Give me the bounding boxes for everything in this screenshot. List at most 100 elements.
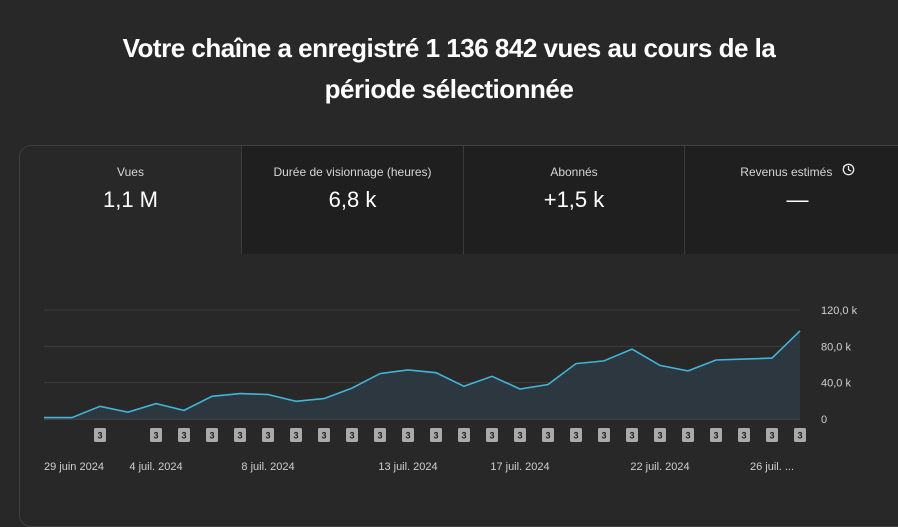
annotation-badge-label: 3	[517, 431, 522, 441]
annotation-badge-label: 3	[349, 431, 354, 441]
annotation-badge-box	[290, 428, 302, 442]
annotation-badge-box	[710, 428, 722, 442]
annotation-badge[interactable]: 3	[206, 428, 218, 442]
annotation-badge[interactable]: 3	[654, 428, 666, 442]
annotation-badge-box	[234, 428, 246, 442]
data-point	[546, 382, 550, 386]
annotation-badge-box	[682, 428, 694, 442]
annotation-badge[interactable]: 3	[710, 428, 722, 442]
clock-icon[interactable]	[842, 163, 855, 179]
annotation-badge[interactable]: 3	[430, 428, 442, 442]
annotation-badge[interactable]: 3	[570, 428, 582, 442]
annotation-badge[interactable]: 3	[682, 428, 694, 442]
x-tick-label: 22 juil. 2024	[630, 461, 689, 473]
annotation-badge-label: 3	[461, 431, 466, 441]
annotation-badge-box	[346, 428, 358, 442]
data-point	[98, 404, 102, 408]
x-tick-label: 13 juil. 2024	[378, 461, 437, 473]
annotation-badge-label: 3	[153, 431, 158, 441]
annotation-badge-box	[598, 428, 610, 442]
annotation-badge[interactable]: 3	[598, 428, 610, 442]
tab-abonnes[interactable]: Abonnés +1,5 k	[463, 146, 684, 254]
annotation-badge-box	[402, 428, 414, 442]
x-tick-label: 26 juil. ...	[750, 461, 794, 473]
tab-revenus-label-wrap: Revenus estimés	[685, 163, 898, 179]
annotation-badge[interactable]: 3	[290, 428, 302, 442]
annotation-badge-label: 3	[265, 431, 270, 441]
data-point	[322, 397, 326, 401]
tab-abonnes-label: Abonnés	[550, 165, 598, 179]
data-point	[602, 359, 606, 363]
data-point	[182, 408, 186, 412]
data-point	[294, 399, 298, 403]
y-tick-label: 40,0 k	[821, 378, 851, 390]
data-point	[742, 357, 746, 361]
annotation-badge[interactable]: 3	[374, 428, 386, 442]
annotation-badge-label: 3	[797, 431, 802, 441]
annotation-badge[interactable]: 3	[766, 428, 778, 442]
annotation-badge-box	[178, 428, 190, 442]
data-point	[238, 392, 242, 396]
annotation-badge-label: 3	[741, 431, 746, 441]
annotation-badge-box	[654, 428, 666, 442]
data-point	[462, 384, 466, 388]
y-tick-label: 0	[821, 414, 827, 426]
data-point	[266, 392, 270, 396]
annotation-badge-box	[374, 428, 386, 442]
data-point	[714, 358, 718, 362]
x-tick-label: 4 juil. 2024	[129, 461, 182, 473]
tab-vues[interactable]: Vues 1,1 M	[20, 146, 241, 254]
annotation-badge-box	[514, 428, 526, 442]
annotation-badge-label: 3	[237, 431, 242, 441]
annotation-badge-box	[262, 428, 274, 442]
annotation-badge-label: 3	[181, 431, 186, 441]
data-point	[770, 356, 774, 360]
annotation-badge-label: 3	[209, 431, 214, 441]
chart-series-line	[44, 330, 801, 419]
annotation-badge-box	[738, 428, 750, 442]
y-axis-labels: 120,0 k 80,0 k 40,0 k 0	[821, 305, 858, 426]
annotation-badge[interactable]: 3	[458, 428, 470, 442]
chart-area-fill	[44, 330, 800, 419]
tab-revenus[interactable]: Revenus estimés —	[684, 146, 898, 254]
annotation-badge[interactable]: 3	[178, 428, 190, 442]
annotation-badge[interactable]: 3	[794, 428, 806, 442]
data-point	[490, 374, 494, 378]
annotation-badge-label: 3	[573, 431, 578, 441]
annotation-badge[interactable]: 3	[402, 428, 414, 442]
page-headline: Votre chaîne a enregistré 1 136 842 vues…	[0, 28, 898, 110]
annotation-badge[interactable]: 3	[94, 428, 106, 442]
annotation-badge[interactable]: 3	[486, 428, 498, 442]
data-point	[434, 371, 438, 375]
annotation-badge[interactable]: 3	[738, 428, 750, 442]
annotation-badge-label: 3	[489, 431, 494, 441]
tab-vues-value: 1,1 M	[102, 187, 159, 212]
headline-line-1: Votre chaîne a enregistré 1 136 842 vues…	[122, 33, 776, 63]
tab-abonnes-value: +1,5 k	[543, 187, 605, 212]
annotation-badge-box	[94, 428, 106, 442]
annotation-badge-label: 3	[321, 431, 326, 441]
annotation-badge[interactable]: 3	[318, 428, 330, 442]
annotation-badge[interactable]: 3	[150, 428, 162, 442]
annotation-badge[interactable]: 3	[346, 428, 358, 442]
x-tick-label: 17 juil. 2024	[490, 461, 549, 473]
data-point	[42, 416, 46, 420]
tab-vues-label: Vues	[117, 165, 144, 179]
data-point	[574, 362, 578, 366]
annotation-badge[interactable]: 3	[234, 428, 246, 442]
annotation-badge[interactable]: 3	[262, 428, 274, 442]
data-point	[154, 402, 158, 406]
tab-duree-visionnage[interactable]: Durée de visionnage (heures) 6,8 k	[241, 146, 463, 254]
annotation-badge-label: 3	[405, 431, 410, 441]
annotation-badge-label: 3	[769, 431, 774, 441]
annotation-badge-box	[570, 428, 582, 442]
x-tick-label: 8 juil. 2024	[241, 461, 294, 473]
annotation-badge-box	[626, 428, 638, 442]
tab-revenus-value: —	[786, 187, 809, 212]
data-point	[126, 410, 130, 414]
annotation-badge[interactable]: 3	[542, 428, 554, 442]
annotation-badge[interactable]: 3	[514, 428, 526, 442]
annotation-badge[interactable]: 3	[626, 428, 638, 442]
annotation-badges: 3 3 3 3 3 3 3 3 3 3 3 3 3 3 3 3 3 3 3 3 3 3 3 3 3	[94, 428, 806, 442]
